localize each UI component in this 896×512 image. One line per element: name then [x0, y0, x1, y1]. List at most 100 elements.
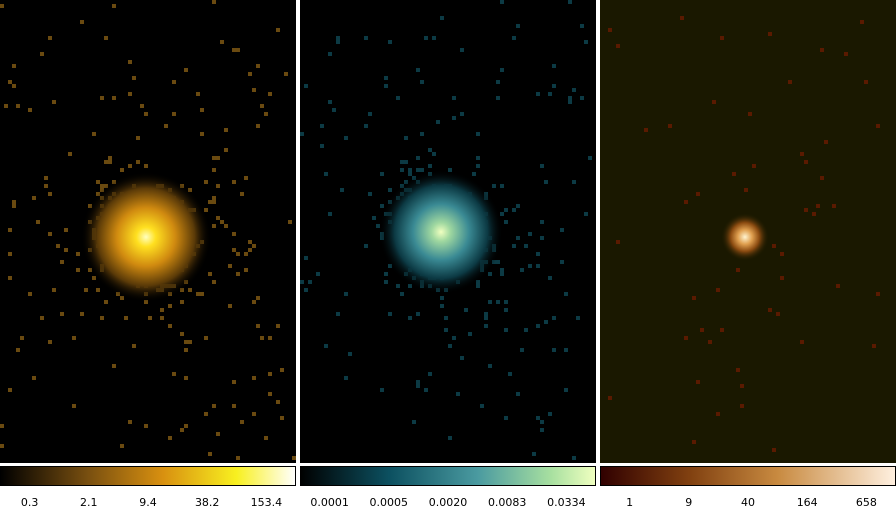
- colorbar: [300, 466, 596, 486]
- pixel: [536, 264, 540, 268]
- pixel: [32, 196, 36, 200]
- source-glow: [721, 213, 769, 261]
- pixel: [328, 212, 332, 216]
- pixel: [476, 284, 480, 288]
- pixel: [8, 388, 12, 392]
- pixel: [100, 96, 104, 100]
- pixel: [408, 168, 412, 172]
- pixel: [384, 76, 388, 80]
- pixel: [452, 336, 456, 340]
- pixel: [244, 252, 248, 256]
- pixel: [416, 68, 420, 72]
- pixel: [188, 340, 192, 344]
- pixel: [476, 280, 480, 284]
- pixel: [504, 208, 508, 212]
- pixel: [128, 92, 132, 96]
- pixel: [780, 276, 784, 280]
- pixel: [236, 252, 240, 256]
- pixel: [44, 176, 48, 180]
- pixel: [580, 96, 584, 100]
- pixel: [500, 68, 504, 72]
- pixel: [208, 452, 212, 456]
- pixel: [516, 392, 520, 396]
- pixel: [136, 160, 140, 164]
- source-glow: [379, 170, 503, 294]
- pixel: [184, 348, 188, 352]
- pixel: [456, 392, 460, 396]
- pixel: [108, 156, 112, 160]
- pixel: [552, 348, 556, 352]
- pixel: [120, 168, 124, 172]
- pixel: [876, 292, 880, 296]
- pixel: [4, 104, 8, 108]
- pixel: [12, 200, 16, 204]
- pixel: [364, 36, 368, 40]
- pixel: [776, 312, 780, 316]
- pixel: [540, 236, 544, 240]
- pixel: [412, 420, 416, 424]
- pixel: [268, 336, 272, 340]
- pixel: [344, 376, 348, 380]
- pixel: [536, 324, 540, 328]
- pixel: [184, 68, 188, 72]
- pixel: [128, 420, 132, 424]
- pixel: [32, 376, 36, 380]
- pixel: [584, 212, 588, 216]
- colorbar-tick-label: 0.0005: [370, 496, 409, 509]
- pixel: [204, 336, 208, 340]
- pixel: [8, 276, 12, 280]
- pixel: [568, 96, 572, 100]
- pixel: [512, 208, 516, 212]
- pixel: [0, 444, 4, 448]
- pixel: [344, 136, 348, 140]
- pixel: [284, 72, 288, 76]
- pixel: [68, 152, 72, 156]
- pixel: [12, 204, 16, 208]
- pixel: [204, 412, 208, 416]
- pixel: [396, 96, 400, 100]
- pixel: [496, 260, 500, 264]
- pixel: [112, 364, 116, 368]
- pixel: [740, 404, 744, 408]
- pixel: [104, 160, 108, 164]
- pixel: [504, 328, 508, 332]
- pixel: [516, 236, 520, 240]
- pixel: [580, 24, 584, 28]
- pixel: [488, 272, 492, 276]
- pixel: [172, 80, 176, 84]
- pixel: [560, 260, 564, 264]
- pixel: [416, 312, 420, 316]
- pixel: [344, 292, 348, 296]
- pixel: [424, 36, 428, 40]
- pixel: [40, 52, 44, 56]
- pixel: [820, 48, 824, 52]
- pixel: [700, 328, 704, 332]
- pixel: [568, 100, 572, 104]
- pixel: [140, 104, 144, 108]
- pixel: [216, 432, 220, 436]
- pixel: [76, 268, 80, 272]
- pixel: [212, 0, 216, 4]
- pixel: [196, 292, 200, 296]
- pixel: [52, 100, 56, 104]
- colorbar-tick-label: 38.2: [195, 496, 220, 509]
- pixel: [572, 88, 576, 92]
- pixel: [232, 232, 236, 236]
- pixel: [308, 280, 312, 284]
- pixel: [160, 308, 164, 312]
- pixel: [476, 156, 480, 160]
- pixel: [428, 164, 432, 168]
- pixel: [304, 84, 308, 88]
- pixel: [112, 4, 116, 8]
- pixel: [36, 220, 40, 224]
- pixel: [524, 328, 528, 332]
- pixel: [740, 384, 744, 388]
- pixel: [684, 200, 688, 204]
- pixel: [180, 332, 184, 336]
- pixel: [212, 280, 216, 284]
- pixel: [504, 300, 508, 304]
- pixel: [480, 404, 484, 408]
- pixel: [532, 452, 536, 456]
- colorbar-tick-label: 2.1: [80, 496, 98, 509]
- pixel: [732, 172, 736, 176]
